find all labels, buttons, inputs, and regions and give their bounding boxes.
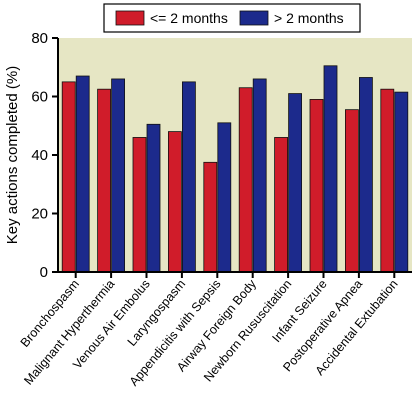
bar-le2m-4 [203,161,218,273]
bar-le2m-7 [309,99,324,273]
y-tick-label-40: 40 [31,147,48,164]
y-tick-label-20: 20 [31,206,48,223]
bar-gt2m-3 [181,81,196,273]
bar-gt2m-4 [217,122,232,273]
bar-le2m-2 [132,137,147,273]
bar-le2m-0 [61,81,76,273]
y-axis-title: Key actions completed (%) [4,66,21,244]
bar-gt2m-6 [288,93,303,273]
bars-group [61,65,409,273]
bar-gt2m-5 [252,78,267,273]
bar-gt2m-1 [111,78,125,273]
bar-gt2m-7 [323,65,338,273]
legend-box [103,3,361,33]
y-tick-label-60: 60 [31,89,48,106]
bar-le2m-5 [238,87,253,273]
bar-gt2m-9 [394,91,409,273]
y-ticks-group: 0 20 40 60 80 [31,30,58,281]
legend-swatch-1 [239,10,269,26]
legend: <= 2 months > 2 months [103,3,361,33]
legend-label-1: > 2 months [274,10,344,26]
bar-le2m-9 [380,88,395,273]
bar-gt2m-8 [358,77,373,273]
bar-gt2m-2 [146,123,161,273]
bar-le2m-6 [274,137,289,273]
legend-label-0: <= 2 months [150,10,228,26]
plot-background [58,38,412,272]
bar-le2m-3 [167,131,182,273]
y-tick-label-80: 80 [31,30,48,47]
bar-le2m-8 [344,109,359,273]
y-tick-label-0: 0 [40,264,48,281]
legend-swatch-0 [115,10,145,26]
bar-gt2m-0 [75,75,90,273]
bar-le2m-1 [97,88,111,273]
